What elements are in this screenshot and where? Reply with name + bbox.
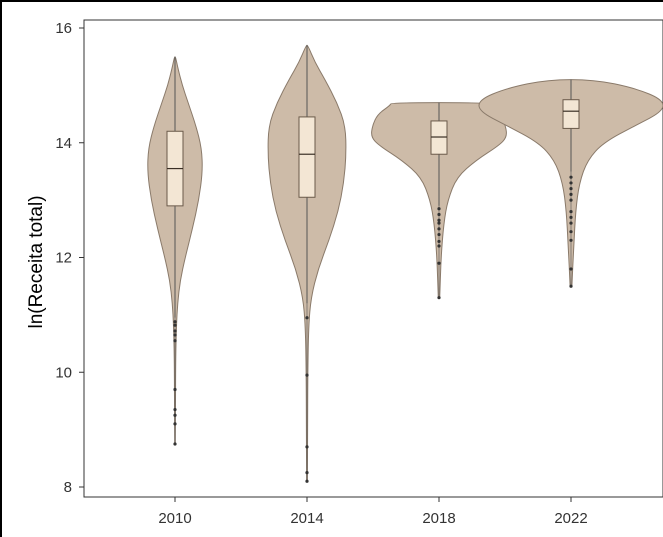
outlier-point [437,212,441,217]
outlier-point [569,175,573,179]
outlier-point [173,442,177,446]
outlier-point [569,215,573,219]
outlier-point [173,320,177,324]
outlier-point [437,227,441,231]
x-tick-label: 2018 [422,510,455,527]
outlier-point [173,323,177,327]
x-tick-label: 2014 [290,510,323,527]
y-tick-label: 8 [64,479,72,496]
outlier-point [305,471,309,475]
violin-groups [147,44,663,483]
outlier-point [569,210,573,214]
outlier-point [569,230,573,234]
outlier-point [173,339,177,343]
outlier-point [569,192,573,196]
outlier-point [437,239,441,244]
outlier-point [173,333,177,337]
outlier-point [569,267,573,271]
y-axis: 8 10 12 14 16 [55,20,84,496]
outlier-point [305,373,309,377]
outlier-point [437,207,441,211]
y-tick-label: 12 [55,250,72,267]
outlier-point [569,238,573,242]
outlier-point [173,413,177,417]
outlier-point [569,284,573,288]
outlier-point [437,296,441,300]
y-tick-label: 16 [55,20,72,37]
x-axis: 2010 2014 2018 2022 [158,497,588,527]
iqr-box [562,99,580,129]
outlier-point [569,221,573,225]
outlier-point [305,479,309,483]
x-tick-label: 2022 [554,510,587,527]
outlier-point [173,407,177,412]
outlier-point [305,445,309,449]
outlier-point [437,221,441,225]
outlier-point [569,181,573,185]
violin-2018 [371,102,507,300]
outlier-point [569,187,573,191]
outlier-point [569,198,573,202]
plot-area-border [83,19,663,498]
y-tick-label: 10 [55,364,72,381]
y-axis-title: ln(Receita total) [26,195,47,328]
outlier-point [437,244,441,248]
violin-2022 [478,79,663,288]
outlier-point [437,261,441,265]
x-tick-label: 2010 [158,510,191,527]
violin-2010 [147,56,203,446]
violin-2014 [267,44,347,483]
outlier-point [173,422,177,426]
outlier-point [437,218,441,222]
outlier-point [437,232,441,237]
outlier-point [173,387,177,392]
outlier-point [305,316,309,320]
iqr-box [298,116,316,198]
plot-frame [83,19,663,498]
y-tick-label: 14 [55,135,72,152]
outlier-point [173,329,177,333]
